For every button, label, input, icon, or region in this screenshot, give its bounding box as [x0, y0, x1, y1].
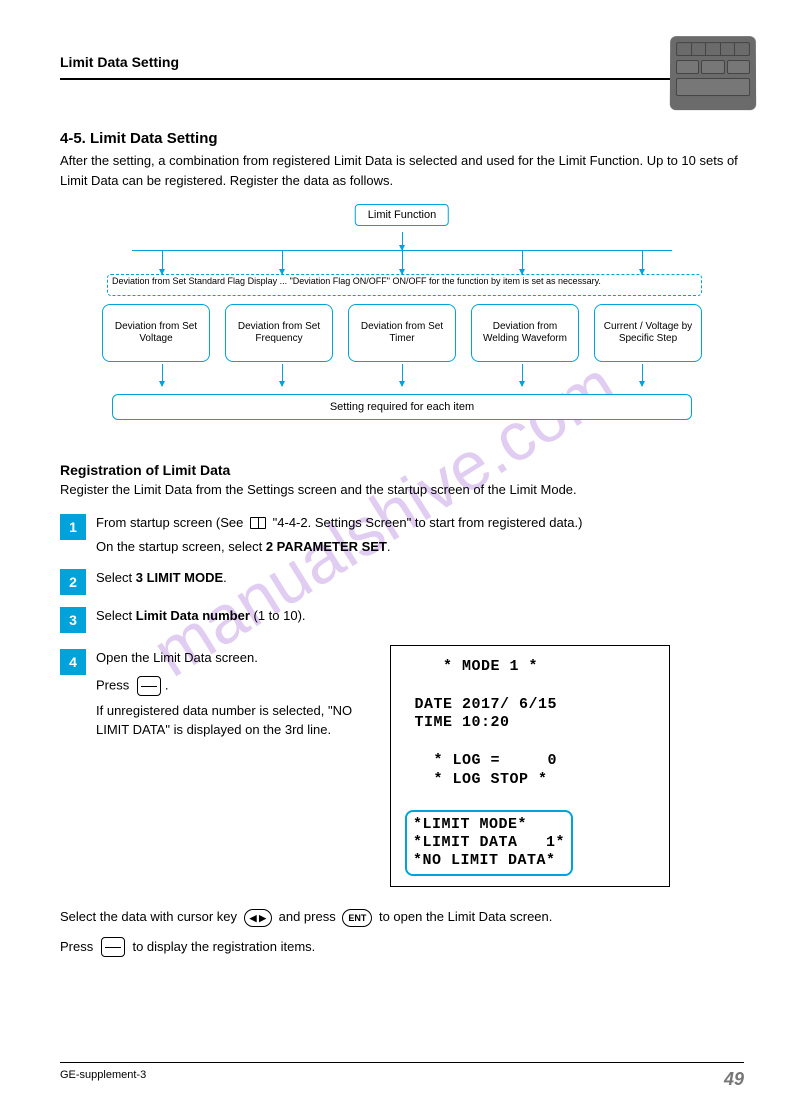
section-intro: After the setting, a combination from re… [60, 151, 744, 190]
flow-box: Deviation from Set Frequency [225, 304, 333, 362]
flow-box: Deviation from Welding Waveform [471, 304, 579, 362]
key-icon [137, 676, 161, 696]
flow-arrow [402, 232, 403, 250]
lcd-highlight: *LIMIT MODE* *LIMIT DATA 1* *NO LIMIT DA… [405, 810, 573, 876]
step-text: Open the Limit Data screen. Press . If u… [96, 649, 360, 740]
step-text-inner: Open the Limit Data screen. [96, 650, 258, 665]
flow-top-node: Limit Function [355, 204, 449, 226]
step-number: 3 [60, 607, 86, 633]
subsection-text: Register the Limit Data from the Setting… [60, 480, 744, 500]
lcd-screen: * MODE 1 * DATE 2017/ 6/15 TIME 10:20 * … [390, 645, 670, 887]
flow-arrow [642, 250, 643, 274]
key-icon [101, 937, 125, 957]
subsection-heading: Registration of Limit Data [60, 462, 744, 478]
step-detail: If unregistered data number is selected,… [96, 702, 360, 740]
detail-text: to open the Limit Data screen. [379, 909, 552, 924]
body-detail: Select the data with cursor key ◀ ▶ and … [60, 907, 744, 927]
header-title: Limit Data Setting [60, 54, 179, 70]
body-detail: Press to display the registration items. [60, 937, 744, 958]
flow-arrow [162, 250, 163, 274]
detail-text: to display the registration items. [132, 939, 315, 954]
step-number: 1 [60, 514, 86, 540]
step-text-inner: Select 3 LIMIT MODE. [96, 570, 227, 585]
step-text: On the startup screen, select 2 PARAMETE… [96, 538, 582, 557]
lcd-line: * LOG = 0 [405, 752, 557, 769]
cursor-key-icon: ◀ ▶ [244, 909, 272, 927]
step-text-inner: On the startup screen, select 2 PARAMETE… [96, 539, 391, 554]
device-icon [670, 36, 756, 110]
flow-arrow [282, 364, 283, 386]
step-detail-text: Press [96, 677, 133, 692]
flow-box: Current / Voltage by Specific Step [594, 304, 702, 362]
step-number: 2 [60, 569, 86, 595]
flow-arrow [522, 250, 523, 274]
lcd-line: TIME 10:20 [405, 714, 510, 731]
flow-box: Deviation from Set Timer [348, 304, 456, 362]
step-text: Select Limit Data number (1 to 10). [96, 607, 306, 626]
page-footer: GE-supplement-3 49 [60, 1062, 744, 1090]
flowchart: Limit Function Deviation from Set Standa… [102, 204, 702, 434]
header-divider [60, 78, 744, 80]
flow-arrow [402, 364, 403, 386]
flow-dashed-note: Deviation from Set Standard Flag Display… [107, 274, 702, 296]
step-text-inner: Select Limit Data number (1 to 10). [96, 608, 306, 623]
ent-key-icon: ENT [342, 909, 372, 927]
book-ref-icon [250, 517, 266, 529]
flow-box-row: Deviation from Set Voltage Deviation fro… [102, 304, 702, 362]
flow-box: Deviation from Set Voltage [102, 304, 210, 362]
step-text: Select 3 LIMIT MODE. [96, 569, 227, 588]
step-number: 4 [60, 649, 86, 675]
lcd-line: *LIMIT MODE* [413, 816, 527, 833]
flow-arrow [642, 364, 643, 386]
lcd-line: *NO LIMIT DATA* [413, 852, 556, 869]
section-heading: 4-5. Limit Data Setting [60, 130, 744, 147]
page-number: 49 [724, 1069, 744, 1090]
lcd-line: DATE 2017/ 6/15 [405, 696, 557, 713]
flow-arrow [162, 364, 163, 386]
step-detail: Press . [96, 676, 360, 696]
detail-text: and press [279, 909, 340, 924]
flow-bottom-node: Setting required for each item [112, 394, 692, 420]
footer-left: GE-supplement-3 [60, 1069, 146, 1090]
lcd-line: * MODE 1 * [405, 658, 538, 675]
lcd-line: *LIMIT DATA 1* [413, 834, 565, 851]
step-line: From startup screen (See [96, 515, 243, 530]
detail-text: Select the data with cursor key [60, 909, 241, 924]
flow-arrow [522, 364, 523, 386]
flow-arrow [282, 250, 283, 274]
flow-arrow [402, 250, 403, 274]
lcd-line: * LOG STOP * [405, 771, 548, 788]
step-body: From startup screen (See "4-4-2. Setting… [96, 514, 582, 558]
detail-text: Press [60, 939, 97, 954]
step-line: "4-4-2. Settings Screen" to start from r… [273, 515, 583, 530]
